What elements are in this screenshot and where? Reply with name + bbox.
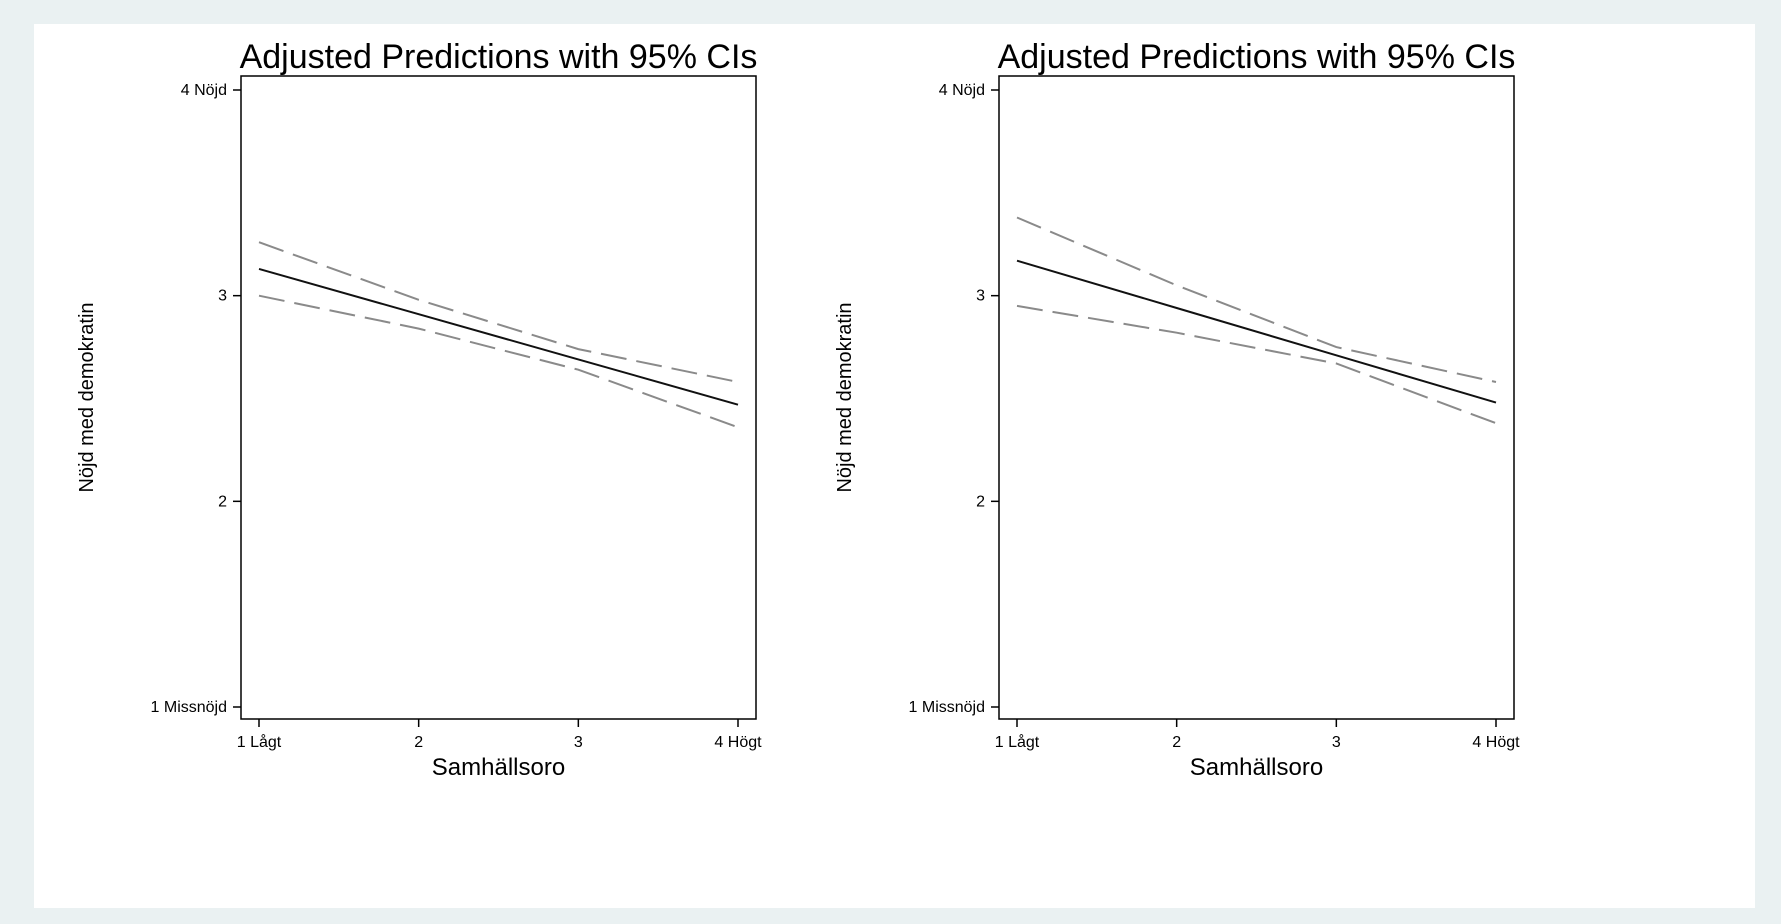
chart-panel-left: Adjusted Predictions with 95% CIs 1 Missn… [76,38,762,781]
prediction-line [258,267,739,406]
charts-svg: Adjusted Predictions with 95% CIs 1 Missn… [76,38,1520,781]
prediction-line [1016,259,1497,404]
chart-title: Adjusted Predictions with 95% CIs [998,38,1516,76]
plot-area [240,75,757,720]
x-tick-label: 4 Högt [714,734,762,751]
x-axis-label: Samhällsoro [432,754,565,781]
y-tick-label: 3 [976,288,985,305]
y-tick-label: 4 Nöjd [181,82,227,99]
upper-ci-line [1016,216,1497,383]
y-tick-label: 1 Missnöjd [151,699,227,716]
y-axis-label: Nöjd med demokratin [834,302,856,492]
x-tick-label: 1 Lågt [995,733,1040,751]
x-axis-label: Samhällsoro [1190,754,1323,781]
chart-title: Adjusted Predictions with 95% CIs [240,38,758,76]
y-tick-label: 2 [218,493,227,510]
lower-ci-line [258,294,739,429]
x-tick-label: 3 [1332,734,1341,751]
y-tick-label: 3 [218,288,227,305]
y-tick-label: 2 [976,493,985,510]
chart-panel-right: Adjusted Predictions with 95% CIs 1 Missn… [834,38,1520,781]
y-tick-label: 4 Nöjd [939,82,985,99]
x-tick-label: 2 [1172,734,1181,751]
x-tick-label: 1 Lågt [237,733,282,751]
figure-canvas: Adjusted Predictions with 95% CIs 1 Missn… [34,24,1755,908]
y-tick-label: 1 Missnöjd [909,699,985,716]
lower-ci-line [1016,304,1497,425]
y-axis-label: Nöjd med demokratin [76,302,98,492]
x-tick-label: 4 Högt [1472,734,1520,751]
x-tick-label: 2 [414,734,423,751]
upper-ci-line [258,241,739,383]
x-tick-label: 3 [574,734,583,751]
plot-area [998,75,1515,720]
